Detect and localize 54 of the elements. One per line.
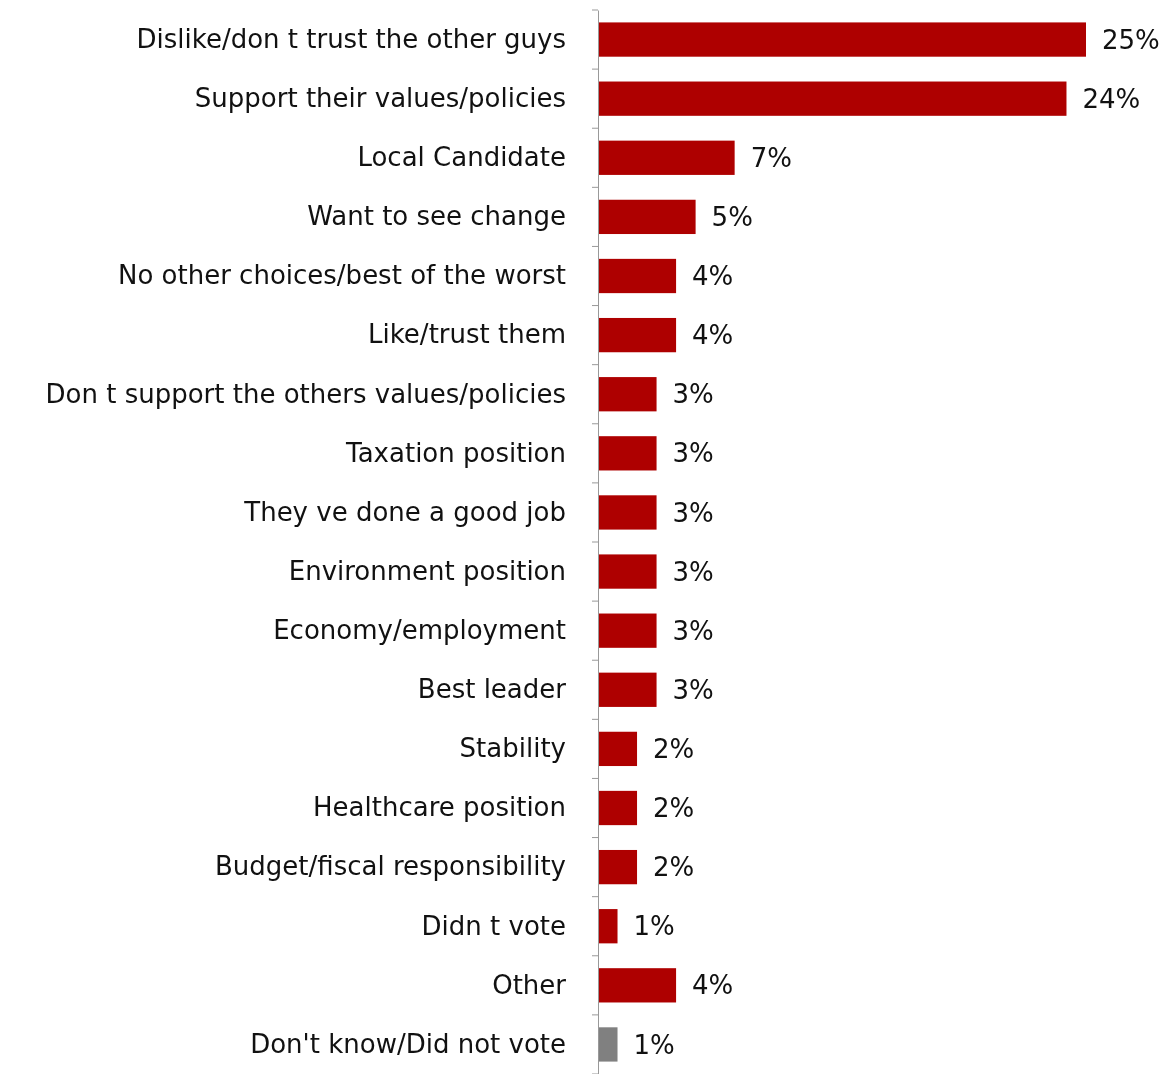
y-tick-label: Best leader: [417, 674, 567, 705]
y-tick-label: Healthcare position: [313, 792, 566, 823]
data-label: 3%: [672, 497, 714, 528]
bar: [598, 909, 618, 944]
data-label: 4%: [692, 261, 734, 292]
data-label: 4%: [692, 970, 734, 1001]
y-tick-label: Economy/employment: [273, 614, 566, 645]
y-tick-label: Support their values/policies: [194, 82, 566, 113]
y-tick-label: Want to see change: [307, 201, 566, 232]
y-tick-label: Don t support the others values/policies: [45, 378, 566, 409]
data-label: 3%: [672, 438, 714, 469]
bar: [598, 672, 657, 707]
bar: [598, 613, 657, 648]
y-tick-label: Local Candidate: [357, 142, 566, 173]
bar: [598, 495, 657, 530]
data-label: 4%: [692, 320, 734, 351]
bar: [598, 140, 735, 175]
data-label: 24%: [1082, 83, 1141, 114]
bar: [598, 258, 677, 294]
bar: [598, 849, 638, 885]
y-tick-label: Stability: [459, 733, 566, 764]
data-label: 2%: [653, 852, 695, 883]
data-label: 3%: [672, 674, 714, 705]
y-tick-label: They ve done a good job: [243, 496, 566, 527]
bar: [598, 317, 677, 353]
bar: [598, 436, 657, 471]
y-tick-label: Other: [492, 969, 567, 1000]
y-tick-label: Didn t vote: [421, 910, 566, 941]
data-label: 5%: [711, 201, 753, 232]
data-label: 25%: [1102, 24, 1160, 55]
bar: [598, 377, 657, 412]
data-label: 2%: [653, 733, 695, 764]
data-label: 1%: [633, 1029, 675, 1060]
data-label: 3%: [672, 615, 714, 646]
data-label: 2%: [653, 793, 695, 824]
data-label: 7%: [750, 142, 792, 173]
bar: [598, 199, 696, 235]
data-label: 3%: [672, 556, 714, 587]
y-tick-label: Environment position: [288, 555, 566, 586]
bar: [598, 22, 1086, 57]
y-tick-label: Taxation position: [345, 437, 566, 468]
data-label: 1%: [633, 911, 675, 942]
y-tick-label: Don't know/Did not vote: [250, 1028, 566, 1059]
data-label: 3%: [672, 379, 714, 410]
y-tick-label: Budget/fiscal responsibility: [215, 851, 566, 882]
bar: [598, 968, 677, 1003]
bar: [598, 731, 638, 767]
bar: [598, 1027, 618, 1062]
y-tick-label: Like/trust them: [368, 319, 566, 350]
bar: [598, 790, 638, 826]
y-tick-label: No other choices/best of the worst: [117, 260, 566, 291]
bar: [598, 81, 1067, 116]
y-tick-label: Dislike/don t trust the other guys: [136, 23, 566, 54]
bar: [598, 554, 657, 589]
